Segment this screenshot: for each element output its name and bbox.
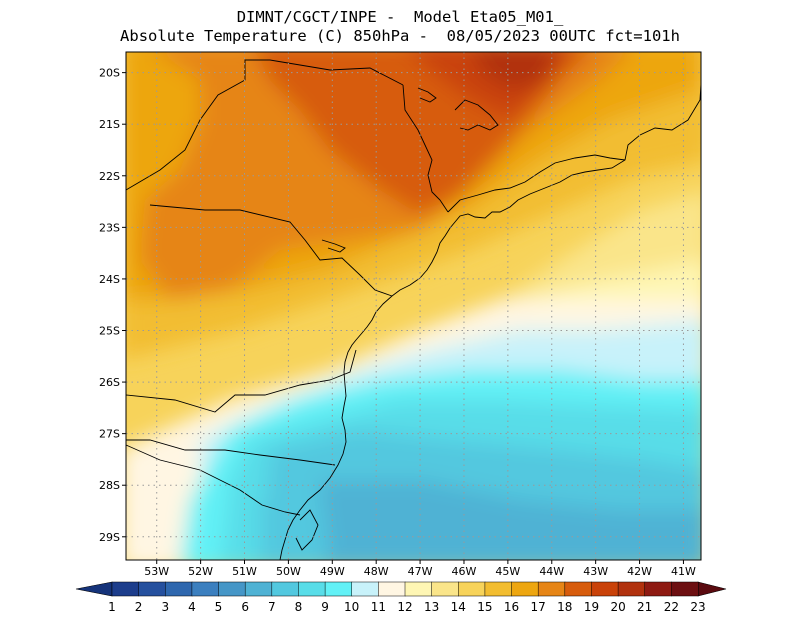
- colorbar-swatch: [191, 581, 220, 597]
- lon-label-53W: 53W: [144, 565, 169, 578]
- colorbar-swatch: [591, 581, 619, 597]
- colorbar-label-5: 5: [215, 600, 223, 614]
- pr-sc-border: [126, 349, 357, 413]
- longitude-labels: 53W 52W 51W 50W 49W 48W 47W 46W 45W 44W 43W 42W 41W: [144, 560, 696, 578]
- lat-label-20S: 20S: [99, 67, 120, 80]
- lon-label-47W: 47W: [408, 565, 433, 578]
- graticule: [126, 52, 701, 560]
- lon-label-50W: 50W: [276, 565, 301, 578]
- lon-label-43W: 43W: [583, 565, 608, 578]
- temperature-field: [126, 52, 701, 560]
- colorbar-label-8: 8: [295, 600, 303, 614]
- colorbar-swatch: [111, 581, 140, 597]
- colorbar-label-2: 2: [135, 600, 143, 614]
- colorbar-swatch: [617, 581, 646, 597]
- colorbar-swatch: [271, 581, 300, 597]
- colorbar-swatch: [244, 581, 273, 597]
- colorbar-swatch: [484, 581, 513, 597]
- lon-label-51W: 51W: [232, 565, 257, 578]
- field-band-20: [473, 52, 557, 90]
- colorbar-label-4: 4: [188, 600, 196, 614]
- colorbar-swatch: [404, 581, 433, 597]
- colorbar-swatch: [324, 581, 353, 597]
- colorbar-label-14: 14: [451, 600, 466, 614]
- colorbar-label-7: 7: [268, 600, 276, 614]
- reservoir-grande: [454, 99, 499, 131]
- lat-label-29S: 29S: [99, 531, 120, 544]
- lon-label-45W: 45W: [495, 565, 520, 578]
- colorbar-swatch: [138, 581, 166, 597]
- lon-label-41W: 41W: [671, 565, 696, 578]
- lat-label-26S: 26S: [99, 376, 120, 389]
- colorbar-label-23: 23: [690, 600, 705, 614]
- argentina-border: [126, 444, 301, 516]
- colorbar-label-13: 13: [424, 600, 439, 614]
- colorbar-label-6: 6: [241, 600, 249, 614]
- colorbar-label-21: 21: [637, 600, 652, 614]
- field-band-7-sw: [260, 490, 330, 560]
- lon-label-49W: 49W: [320, 565, 345, 578]
- colorbar-low-arrow: [75, 581, 113, 597]
- colorbar-swatch: [511, 581, 539, 597]
- colorbar-label-22: 22: [664, 600, 679, 614]
- colorbar-swatch: [458, 581, 486, 597]
- colorbar-swatch: [564, 581, 593, 597]
- colorbar-label-18: 18: [557, 600, 572, 614]
- colorbar-swatch: [537, 581, 566, 597]
- colorbar-label-20: 20: [610, 600, 625, 614]
- latitude-labels: 20S 21S 22S 23S 24S 25S 26S 27S 28S 29S: [99, 67, 126, 544]
- mg-rj-border: [447, 154, 626, 213]
- map-frame: [125, 51, 702, 561]
- lat-label-23S: 23S: [99, 221, 120, 234]
- field-band-6: [320, 480, 701, 560]
- sp-pr-border: [149, 204, 393, 297]
- colorbar-swatch: [298, 581, 326, 597]
- colorbar-high-arrow: [697, 581, 727, 597]
- colorbar: 1 2 3 4 5 6 7 8 9 10 11 12 13 14 15 16 17 18 19 20 21 22 23: [75, 581, 727, 614]
- colorbar-label-12: 12: [397, 600, 412, 614]
- lat-label-24S: 24S: [99, 273, 120, 286]
- lat-label-28S: 28S: [99, 479, 120, 492]
- colorbar-swatch: [644, 581, 672, 597]
- lon-label-48W: 48W: [364, 565, 389, 578]
- colorbar-label-17: 17: [531, 600, 546, 614]
- colorbar-label-16: 16: [504, 600, 519, 614]
- colorbar-swatch: [351, 581, 379, 597]
- lon-label-42W: 42W: [627, 565, 652, 578]
- reservoir-pr: [321, 239, 346, 253]
- colorbar-swatch: [165, 581, 193, 597]
- colorbar-label-9: 9: [321, 600, 329, 614]
- colorbar-label-3: 3: [161, 600, 169, 614]
- lon-label-44W: 44W: [539, 565, 564, 578]
- reservoir-furnas: [417, 87, 437, 103]
- colorbar-label-11: 11: [371, 600, 386, 614]
- mg-sp-border: [402, 84, 449, 213]
- title-line-1: DIMNT/CGCT/INPE - Model Eta05_M01_: [236, 8, 564, 26]
- sc-rs-border: [126, 439, 336, 466]
- lagoa-patos: [295, 509, 319, 551]
- colorbar-label-15: 15: [477, 600, 492, 614]
- lat-label-22S: 22S: [99, 170, 120, 183]
- lon-label-46W: 46W: [452, 565, 477, 578]
- lon-label-52W: 52W: [188, 565, 213, 578]
- colorbar-swatch: [378, 581, 406, 597]
- lat-label-25S: 25S: [99, 324, 120, 337]
- colorbar-swatch: [671, 581, 699, 597]
- title-line-2: Absolute Temperature (C) 850hPa - 08/05/…: [120, 27, 680, 45]
- colorbar-swatch: [218, 581, 246, 597]
- colorbar-label-10: 10: [344, 600, 359, 614]
- lat-label-27S: 27S: [99, 428, 120, 441]
- lat-label-21S: 21S: [99, 118, 120, 131]
- colorbar-label-1: 1: [108, 600, 116, 614]
- colorbar-label-19: 19: [584, 600, 599, 614]
- colorbar-swatch: [431, 581, 459, 597]
